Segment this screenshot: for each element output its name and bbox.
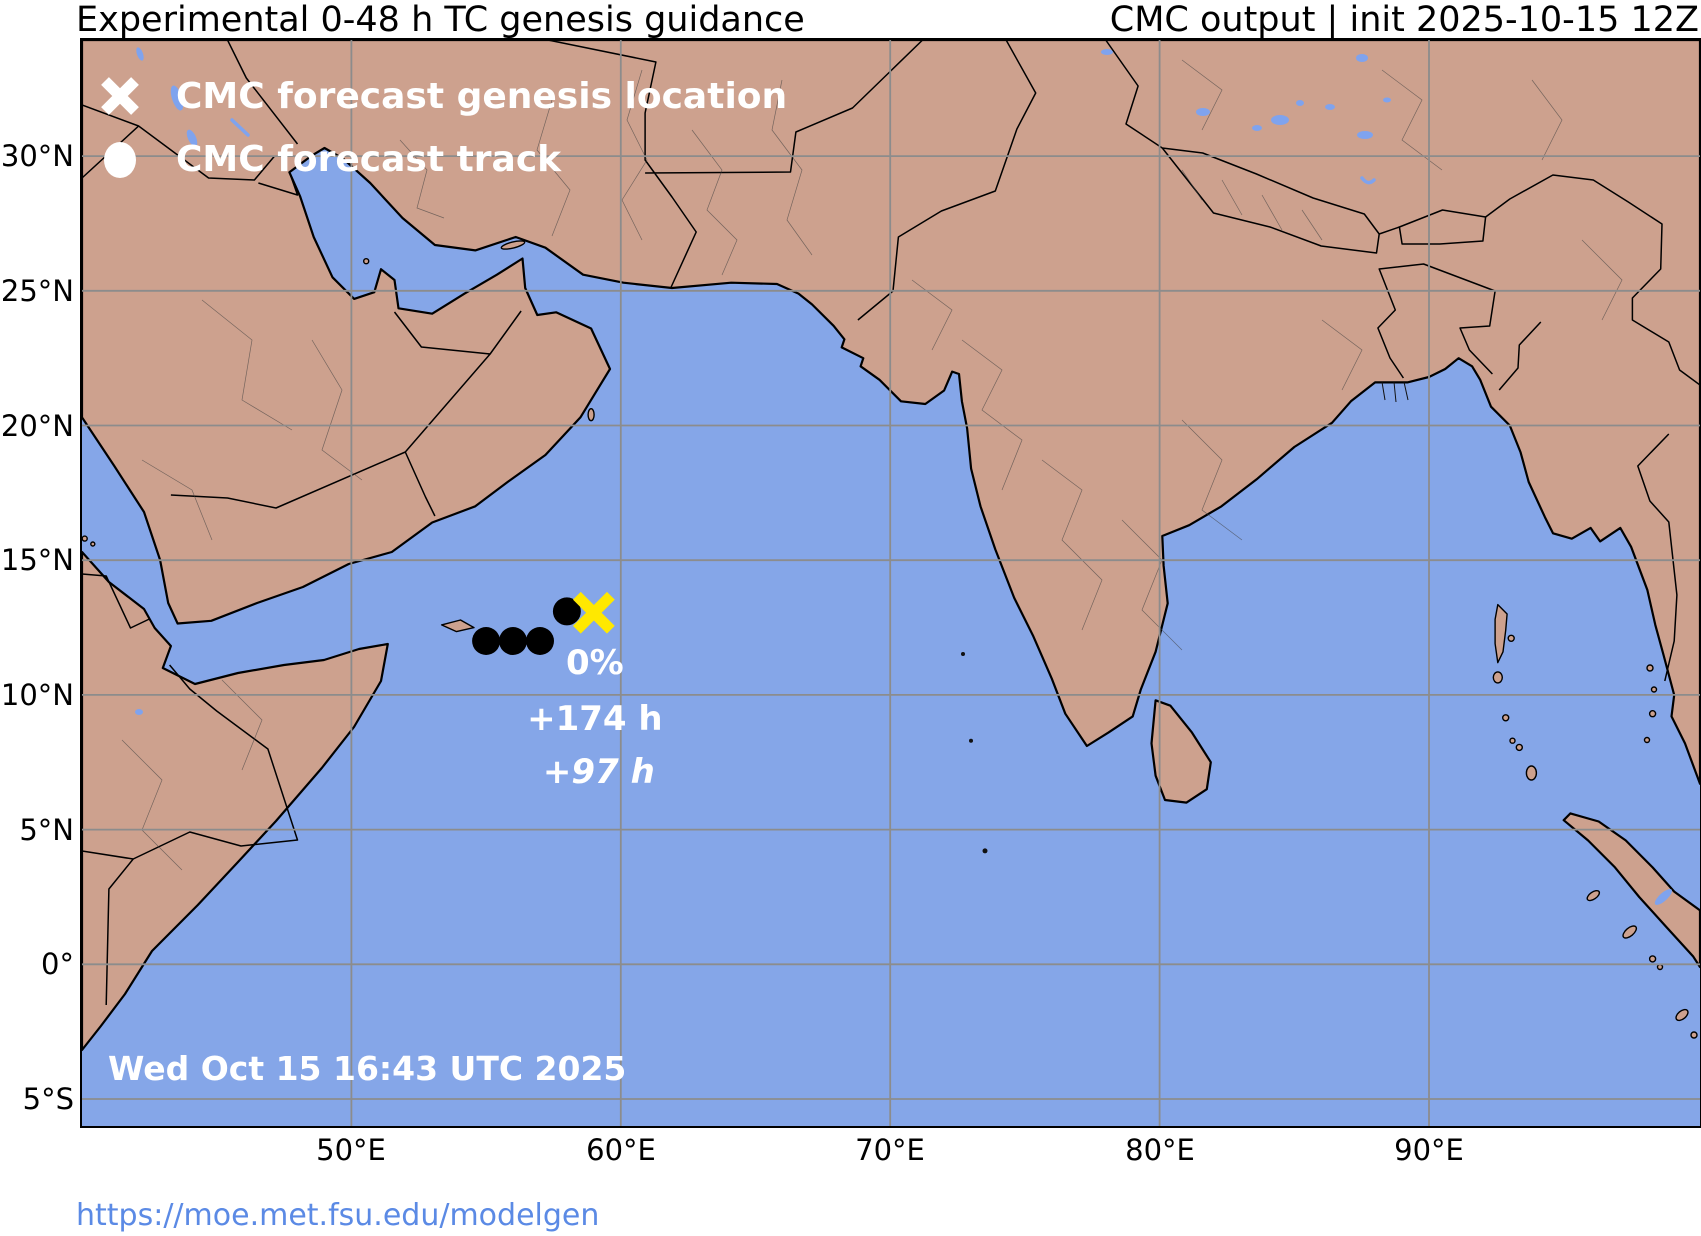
- bahrain: [363, 257, 370, 265]
- wadi-stream: [230, 118, 250, 137]
- simeulue: [1586, 889, 1601, 902]
- lon-tick-50e: 50°E: [316, 1133, 386, 1167]
- lat-tick-15n: 15°N: [0, 543, 74, 577]
- track-dot: [552, 597, 581, 626]
- tibet-lake: [1252, 125, 1262, 131]
- myanmar-borders: [1498, 321, 1678, 682]
- tibet-lake: [1101, 49, 1113, 55]
- lat-tick-5s: 5°S: [22, 1082, 74, 1116]
- phuket: [1643, 736, 1651, 744]
- tibet-lake: [1356, 54, 1368, 62]
- lat-tick-0: 0°: [41, 947, 74, 981]
- little-andaman: [1492, 671, 1504, 684]
- iran-borders: [547, 40, 924, 289]
- bangladesh-border: [1377, 263, 1496, 379]
- sri-lanka: [1150, 699, 1212, 804]
- lon-tick-90e: 90°E: [1394, 1133, 1464, 1167]
- asia-landmass: [82, 40, 1700, 785]
- thai-coast-island: [1646, 664, 1654, 672]
- island-dot: [1690, 1031, 1698, 1039]
- qeshm-island: [500, 240, 526, 250]
- socotra-island: [440, 619, 475, 633]
- car-nicobar: [1501, 714, 1510, 722]
- tibet-lake: [1383, 97, 1391, 103]
- batu-island: [1648, 955, 1657, 963]
- pakistan-india-border: [857, 40, 1037, 321]
- thai-coast-island: [1648, 710, 1657, 718]
- great-nicobar: [1525, 765, 1538, 781]
- tibet-lake: [1196, 108, 1210, 116]
- maldives-speck: [982, 848, 988, 854]
- track-dot-icon: [104, 142, 136, 178]
- lake-abbe: [135, 709, 143, 715]
- indian-ocean-map: [82, 40, 1700, 1126]
- andaman-islands: [1494, 603, 1508, 664]
- nicobar-dot: [1515, 743, 1524, 752]
- track-dot: [472, 627, 501, 655]
- admin-boundaries: [121, 59, 1623, 871]
- lakshadweep-speck: [961, 652, 965, 656]
- nicobar-dot: [1509, 737, 1516, 744]
- batu-island: [1656, 963, 1664, 971]
- forecast-track-layer: [472, 591, 615, 655]
- graticule: [82, 40, 1700, 1126]
- valid-timestamp: Wed Oct 15 16:43 UTC 2025: [108, 1049, 627, 1088]
- africa-landmass: [82, 550, 389, 1052]
- page-title: Experimental 0-48 h TC genesis guidance: [76, 0, 805, 40]
- iraq-lake: [186, 129, 198, 147]
- island-dot: [1507, 634, 1515, 642]
- lat-tick-30n: 30°N: [0, 139, 74, 173]
- lat-tick-10n: 10°N: [0, 678, 74, 712]
- legend-track-label: CMC forecast track: [176, 139, 562, 180]
- siberut: [1675, 1008, 1689, 1022]
- genesis-hour-label: +97 h: [542, 751, 655, 792]
- model-init-title: CMC output | init 2025-10-15 12Z: [1109, 0, 1699, 40]
- nias: [1622, 925, 1638, 939]
- genesis-x-icon: [101, 77, 139, 115]
- track-dot: [499, 627, 527, 655]
- genesis-probability-label: 0%: [565, 642, 624, 683]
- dahlak-island: [90, 541, 96, 547]
- iraq-lake: [170, 85, 184, 111]
- africa-borders: [82, 573, 299, 1006]
- bhutan-border: [1398, 216, 1487, 245]
- lat-tick-25n: 25°N: [0, 274, 74, 308]
- tibet-lake: [1357, 131, 1373, 139]
- tibet-lake: [1271, 115, 1289, 125]
- track-dot: [526, 627, 554, 655]
- minicoy-speck: [969, 738, 973, 743]
- tibet-lake: [1325, 104, 1335, 110]
- genesis-marker: [572, 591, 615, 634]
- modelgen-url-link[interactable]: https://moe.met.fsu.edu/modelgen: [76, 1198, 600, 1233]
- arabia-borders: [170, 310, 522, 517]
- syria-lake: [136, 47, 144, 61]
- lon-tick-70e: 70°E: [855, 1133, 925, 1167]
- masirah-island: [587, 408, 595, 422]
- forecast-hour-label: +174 h: [527, 698, 663, 739]
- tibet-lake-squiggle: [1360, 176, 1376, 185]
- dahlak-island: [82, 535, 88, 542]
- legend-genesis-label: CMC forecast genesis location: [176, 76, 788, 117]
- tibet-lake: [1296, 100, 1304, 106]
- thai-coast-island: [1650, 686, 1658, 693]
- lon-tick-60e: 60°E: [586, 1133, 656, 1167]
- lat-tick-5n: 5°N: [19, 813, 74, 847]
- lake-toba: [1654, 889, 1673, 905]
- lon-tick-80e: 80°E: [1125, 1133, 1195, 1167]
- ganges-delta-channels: [1381, 381, 1409, 403]
- nepal-border: [1161, 147, 1380, 254]
- lat-tick-20n: 20°N: [0, 409, 74, 443]
- map-canvas: [80, 38, 1701, 1128]
